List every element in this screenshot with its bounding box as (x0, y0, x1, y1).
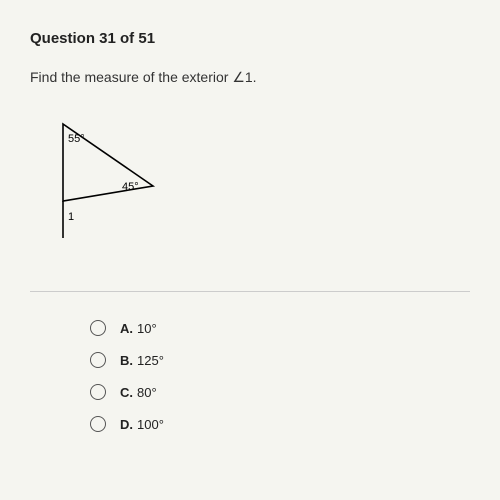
question-header: Question 31 of 51 (30, 30, 470, 47)
option-letter: B. (120, 353, 133, 368)
question-prompt: Find the measure of the exterior ∠1. (30, 69, 470, 86)
option-letter: A. (120, 321, 133, 336)
option-letter: C. (120, 385, 133, 400)
radio-icon (90, 416, 106, 432)
svg-text:1: 1 (68, 211, 74, 223)
option-c[interactable]: C. 80° (90, 384, 470, 400)
option-value: 10° (137, 321, 157, 336)
svg-text:55°: 55° (68, 133, 85, 145)
triangle-figure: 55° 45° 1 (38, 116, 470, 251)
radio-icon (90, 352, 106, 368)
triangle-svg: 55° 45° 1 (38, 116, 178, 246)
question-page: Question 31 of 51 Find the measure of th… (0, 0, 500, 500)
option-a[interactable]: A. 10° (90, 320, 470, 336)
radio-icon (90, 320, 106, 336)
option-d[interactable]: D. 100° (90, 416, 470, 432)
option-b[interactable]: B. 125° (90, 352, 470, 368)
svg-text:45°: 45° (122, 181, 139, 193)
radio-icon (90, 384, 106, 400)
option-letter: D. (120, 417, 133, 432)
section-divider (30, 291, 470, 292)
options-list: A. 10° B. 125° C. 80° D. 100° (30, 320, 470, 432)
option-value: 100° (137, 417, 164, 432)
option-value: 80° (137, 385, 157, 400)
option-value: 125° (137, 353, 164, 368)
